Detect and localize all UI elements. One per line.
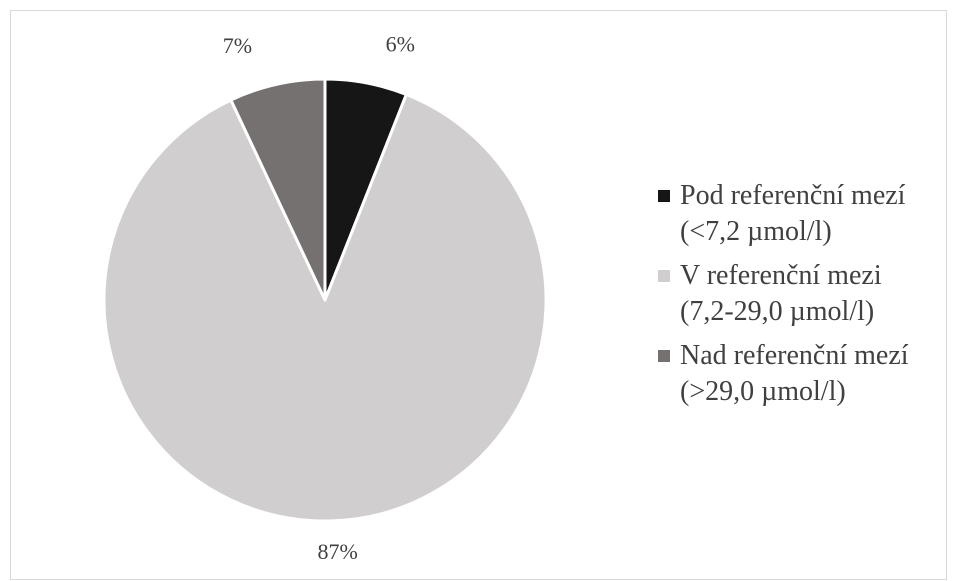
pie-slice-v xyxy=(102,93,548,523)
legend-swatch-pod xyxy=(658,190,670,202)
pie-value-label-nad: 7% xyxy=(223,33,252,58)
chart-legend: Pod referenční mezí (<7,2 µmol/l) V refe… xyxy=(658,178,948,418)
legend-item-pod: Pod referenční mezí (<7,2 µmol/l) xyxy=(658,178,948,250)
legend-label-pod: Pod referenční mezí (<7,2 µmol/l) xyxy=(680,180,906,247)
pie-slices xyxy=(102,77,548,523)
legend-item-nad: Nad referenční mezí (>29,0 µmol/l) xyxy=(658,338,948,410)
legend-swatch-nad xyxy=(658,350,670,362)
pie-value-labels: 6% 87% 7% xyxy=(223,31,415,563)
legend-swatch-v xyxy=(658,270,670,282)
pie-slice-nad xyxy=(229,77,327,302)
legend-label-v: V referenční mezi (7,2-29,0 µmol/l) xyxy=(680,260,882,327)
legend-item-v: V referenční mezi (7,2-29,0 µmol/l) xyxy=(658,258,948,330)
pie-value-label-v: 87% xyxy=(317,539,357,564)
legend-label-nad: Nad referenční mezí (>29,0 µmol/l) xyxy=(680,340,909,407)
pie-value-label-pod: 6% xyxy=(386,31,415,56)
